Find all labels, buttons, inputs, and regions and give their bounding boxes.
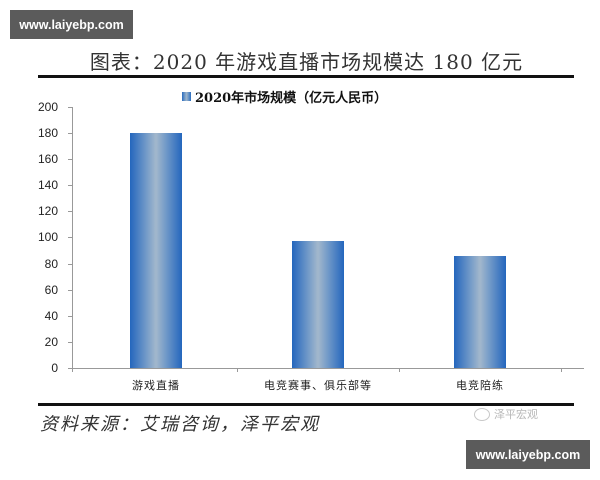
y-axis [72, 107, 73, 368]
wechat-icon [474, 407, 490, 421]
watermark-top: www.laiyebp.com [10, 10, 133, 39]
x-axis [72, 368, 584, 369]
legend-swatch-icon [182, 92, 191, 101]
bar-esports-coaching [454, 256, 506, 368]
y-tick-label: 120 [37, 204, 58, 218]
y-tick [68, 316, 72, 317]
y-tick [68, 264, 72, 265]
wechat-tag-label: 泽平宏观 [494, 408, 538, 421]
figure-title: 图表：2020 年游戏直播市场规模达 180 亿元 [89, 50, 524, 74]
legend-label: 2020年市场规模（亿元人民币） [195, 91, 388, 106]
y-tick-label: 160 [37, 152, 58, 166]
bottom-rule [38, 403, 574, 406]
y-tick-label: 100 [37, 230, 58, 244]
watermark-bottom: www.laiyebp.com [466, 440, 590, 469]
y-tick [68, 290, 72, 291]
x-tick [561, 368, 562, 372]
bar-esports-events-clubs [292, 241, 344, 368]
x-tick [72, 368, 73, 372]
y-tick [68, 185, 72, 186]
x-category-label: 电竞陪练 [456, 379, 504, 392]
y-tick-label: 180 [37, 126, 58, 140]
bar-game-live-streaming [130, 133, 182, 368]
y-tick-label: 20 [44, 335, 58, 349]
y-tick [68, 211, 72, 212]
y-tick-label: 60 [44, 283, 58, 297]
y-tick-label: 80 [44, 257, 58, 271]
y-tick-label: 40 [44, 309, 58, 323]
y-tick [68, 159, 72, 160]
y-tick [68, 368, 72, 369]
y-tick-label: 140 [37, 178, 58, 192]
x-category-label: 电竞赛事、俱乐部等 [264, 379, 372, 392]
y-tick [68, 342, 72, 343]
wechat-tag: 泽平宏观 [474, 406, 538, 422]
x-category-label: 游戏直播 [132, 379, 180, 392]
x-tick [237, 368, 238, 372]
y-tick [68, 107, 72, 108]
source-note: 资料来源：艾瑞咨询，泽平宏观 [40, 414, 320, 435]
top-rule [38, 75, 574, 78]
y-tick-label: 0 [51, 361, 58, 375]
y-tick [68, 133, 72, 134]
chart-legend: 2020年市场规模（亿元人民币） [182, 87, 387, 106]
x-tick [399, 368, 400, 372]
y-tick [68, 237, 72, 238]
y-tick-label: 200 [37, 100, 58, 114]
